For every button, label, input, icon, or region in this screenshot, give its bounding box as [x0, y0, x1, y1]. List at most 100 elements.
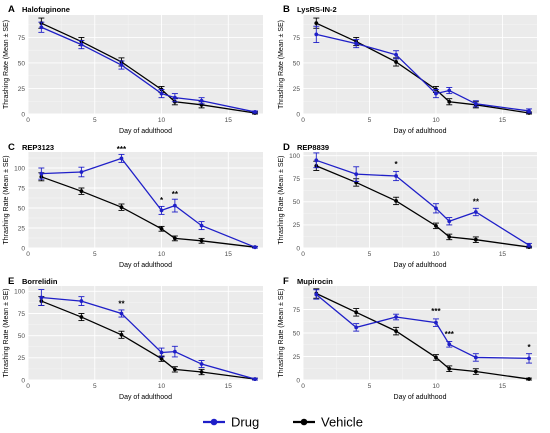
y-tick-label: 50 — [293, 60, 301, 67]
data-point — [79, 189, 84, 194]
significance-label: * — [527, 343, 531, 352]
data-point — [473, 355, 478, 360]
data-point — [39, 295, 44, 300]
data-point — [447, 342, 452, 347]
x-axis-label: Day of adulthood — [119, 128, 172, 135]
data-point — [79, 299, 84, 303]
panel-letter: E — [8, 276, 14, 287]
y-tick-label: 100 — [14, 289, 25, 296]
panel-title: Mupirocin — [297, 277, 333, 286]
series-drug — [313, 289, 533, 364]
y-tick-label: 25 — [293, 222, 301, 229]
data-point — [159, 91, 164, 96]
data-point — [527, 243, 531, 248]
data-point — [314, 292, 319, 297]
series-drug — [38, 289, 258, 382]
significance-label: *** — [117, 145, 127, 154]
x-axis-label: Day of adulthood — [119, 262, 172, 269]
y-tick-label: 0 — [21, 377, 25, 384]
y-tick-label: 25 — [293, 86, 301, 93]
significance-label: * — [395, 160, 399, 169]
panel-f: 0 5 10 15 0 25 50 75 F Mupirocin Day of adulthood T… — [278, 276, 537, 401]
data-point — [527, 356, 531, 361]
data-point — [159, 226, 164, 231]
series-vehicle — [313, 160, 533, 249]
data-point — [199, 370, 204, 374]
data-point — [79, 315, 84, 319]
x-tick-label: 5 — [93, 117, 97, 124]
panel-title: Borrelidin — [22, 277, 58, 286]
data-point — [434, 91, 438, 96]
y-axis-label: Thrashing Rate (Mean ± SE) — [3, 155, 10, 244]
data-point — [434, 355, 438, 360]
x-tick-label: 5 — [368, 251, 372, 258]
data-point — [253, 245, 257, 250]
data-point — [159, 350, 164, 355]
y-axis-label: Thrashing Rate (Mean ± SE) — [3, 20, 10, 109]
x-tick-label: 5 — [93, 251, 97, 258]
data-point — [394, 315, 398, 319]
legend-item-drug: Drug — [203, 415, 259, 430]
legend: Drug Vehicle — [203, 415, 363, 430]
x-tick-label: 0 — [301, 117, 305, 124]
y-tick-label: 0 — [296, 111, 300, 118]
series-drug — [38, 21, 258, 114]
x-tick-label: 15 — [225, 117, 233, 124]
x-tick-label: 10 — [158, 117, 166, 124]
y-tick-label: 25 — [18, 86, 26, 93]
x-axis-label: Day of adulthood — [394, 262, 447, 269]
data-point — [172, 236, 177, 241]
data-point — [447, 99, 452, 104]
data-point — [39, 171, 44, 176]
data-point — [119, 156, 124, 161]
data-point — [172, 95, 177, 100]
x-tick-label: 0 — [26, 117, 30, 124]
significance-label: ** — [473, 198, 480, 207]
x-tick-label: 15 — [499, 117, 507, 124]
plot-background — [28, 286, 263, 380]
data-point — [119, 311, 124, 316]
data-point — [314, 158, 319, 163]
data-point — [172, 203, 177, 208]
data-point — [199, 362, 204, 366]
data-point — [434, 223, 438, 228]
x-tick-label: 0 — [301, 251, 305, 258]
significance-label: ** — [118, 299, 125, 308]
data-point — [394, 52, 398, 57]
series-drug — [313, 25, 533, 114]
legend-swatch-dot — [210, 418, 218, 426]
y-tick-label: 50 — [293, 330, 301, 337]
data-point — [473, 369, 478, 374]
y-tick-label: 50 — [18, 333, 26, 340]
y-tick-label: 0 — [296, 245, 300, 252]
data-point — [253, 110, 257, 114]
y-tick-label: 25 — [18, 225, 26, 232]
y-tick-label: 50 — [18, 60, 26, 67]
significance-label: *** — [445, 330, 455, 339]
legend-item-vehicle: Vehicle — [293, 415, 363, 430]
x-axis-label: Day of adulthood — [119, 394, 172, 401]
data-point — [473, 101, 478, 106]
data-point — [79, 170, 84, 174]
y-tick-label: 25 — [18, 355, 26, 362]
data-point — [199, 223, 204, 228]
y-tick-label: 75 — [293, 307, 301, 314]
data-point — [447, 235, 452, 239]
data-point — [354, 325, 359, 330]
x-tick-label: 10 — [158, 383, 166, 390]
data-point — [79, 42, 84, 47]
y-tick-label: 25 — [293, 354, 301, 361]
data-point — [447, 88, 452, 93]
panel-letter: F — [283, 276, 289, 287]
x-tick-label: 10 — [432, 117, 440, 124]
y-tick-label: 50 — [18, 205, 26, 212]
plot-background — [28, 15, 263, 114]
x-tick-label: 0 — [26, 383, 30, 390]
y-tick-label: 50 — [293, 199, 301, 206]
data-point — [39, 25, 44, 30]
x-tick-label: 10 — [158, 251, 166, 258]
data-point — [354, 310, 359, 315]
panel-letter: A — [8, 4, 15, 15]
